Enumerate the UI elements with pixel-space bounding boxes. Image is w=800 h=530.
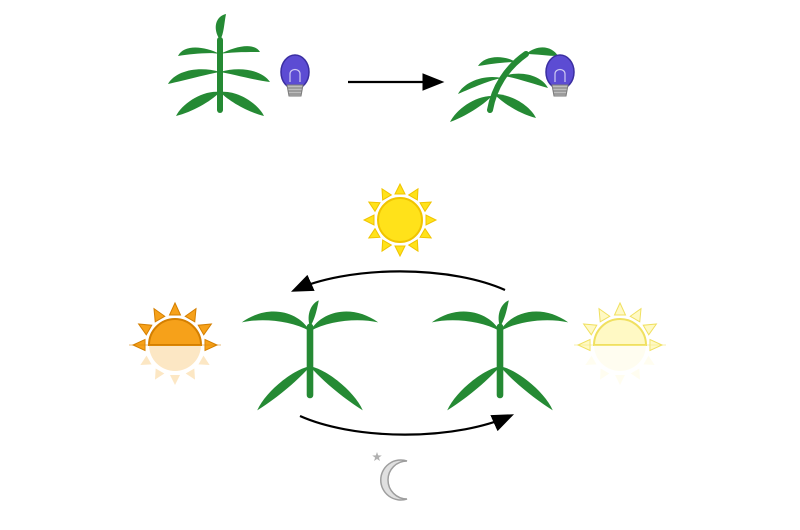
cycle-arrow-bottom xyxy=(300,416,510,435)
bulb-icon xyxy=(281,55,309,96)
bulb-icon xyxy=(546,55,574,96)
star-icon xyxy=(372,452,382,461)
cycle-arrow-top xyxy=(295,271,505,290)
moon-icon xyxy=(381,460,407,500)
plant-upright xyxy=(168,14,270,116)
plant-leaning xyxy=(450,47,558,122)
plant-drooping xyxy=(242,300,378,410)
sunset-icon xyxy=(129,303,221,385)
sunrise-icon xyxy=(574,303,666,385)
plant-drooping xyxy=(432,300,568,410)
sun-icon xyxy=(364,184,436,256)
